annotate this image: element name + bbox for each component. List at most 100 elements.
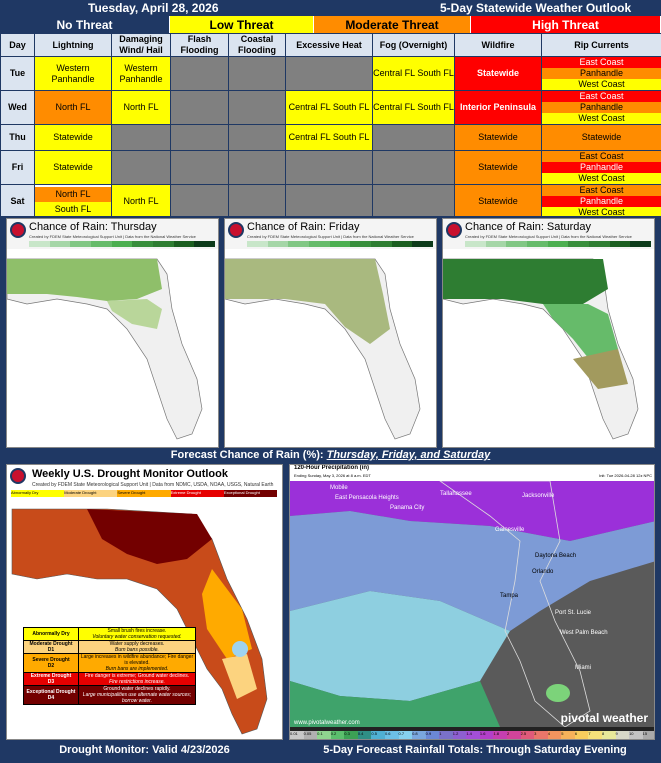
table-row: Tue Western Panhandle Western Panhandle …	[0, 56, 661, 91]
fog-cell	[372, 124, 455, 151]
coastal-cell	[228, 150, 286, 185]
col-rip-currents: Rip Currents	[541, 33, 661, 57]
heat-cell	[285, 184, 373, 219]
rain-map-title: Chance of Rain: Thursday	[29, 221, 157, 233]
rain-map-credit: Created by FDEM State Meteorological Sup…	[465, 234, 632, 239]
city-panama-city: Panama City	[390, 505, 425, 511]
table-row: Sat North FL South FL North FL Statewide…	[0, 184, 661, 219]
wildfire-cell: Statewide	[454, 124, 542, 151]
city-port-st-lucie: Port St. Lucie	[555, 610, 592, 616]
lightning-cell: Statewide	[34, 124, 112, 151]
city-orlando: Orlando	[532, 569, 554, 575]
drought-row: Extreme Drought D3 Fire danger is extreme;…	[23, 672, 196, 686]
florida-map-saturday	[443, 249, 654, 447]
rain-map-friday: Chance of Rain: Friday Created by FDEM S…	[224, 218, 437, 448]
rain-map-title: Chance of Rain: Saturday	[465, 221, 591, 233]
col-coastal-flooding: Coastal Flooding	[228, 33, 286, 57]
drought-cat-impact: Small brush fires increase. Voluntary wat…	[78, 627, 196, 641]
city-miami: Miami	[575, 665, 591, 671]
flash-cell	[170, 56, 229, 91]
drought-map	[11, 508, 268, 735]
scale-d3: Extreme Drought	[170, 490, 224, 497]
rip-east-coast: East Coast	[542, 57, 661, 68]
drought-panel: Weekly U.S. Drought Monitor Outlook Crea…	[6, 464, 283, 740]
wind-cell	[111, 150, 171, 185]
flash-cell	[170, 150, 229, 185]
table-row: Wed North FL North FL Central FL South F…	[0, 90, 661, 125]
precip-panel: 120-Hour Precipitation (in) Ending Sunda…	[289, 464, 655, 740]
flash-cell	[170, 184, 229, 219]
legend-high-threat: High Threat	[471, 16, 661, 33]
rip-cell: Statewide	[541, 124, 661, 151]
col-lightning: Lightning	[34, 33, 112, 57]
fog-cell: Central FL South FL	[372, 56, 455, 91]
rain-map-title: Chance of Rain: Friday	[247, 221, 360, 233]
fog-cell	[372, 150, 455, 185]
col-day: Day	[0, 33, 35, 57]
table-header-row: Day Lightning Damaging Wind/ Hail Flash …	[0, 33, 661, 57]
day-cell: Thu	[0, 124, 35, 151]
day-cell: Fri	[0, 150, 35, 185]
legend-low-threat: Low Threat	[170, 16, 314, 33]
city-jacksonville: Jacksonville	[522, 493, 555, 499]
precip-title: 120-Hour Precipitation (in)	[294, 465, 370, 471]
table-row: Fri Statewide Statewide East Coast Panha…	[0, 150, 661, 185]
drought-scale: Abnormally Dry Moderate Drought Severe D…	[11, 490, 278, 497]
city-east-pensacola-heights: East Pensacola Heights	[335, 495, 399, 501]
drought-cat-name: Extreme Drought D3	[23, 672, 79, 686]
wind-cell	[111, 124, 171, 151]
city-mobile: Mobile	[330, 485, 348, 491]
precip-subtitle: Ending Sunday, May 3, 2026 at 8 a.m. EDT	[294, 473, 371, 478]
coastal-cell	[228, 184, 286, 219]
day-cell: Tue	[0, 56, 35, 91]
heat-cell	[285, 150, 373, 185]
day-cell: Sat	[0, 184, 35, 219]
col-fog: Fog (Overnight)	[372, 33, 455, 57]
coastal-cell	[228, 56, 286, 91]
wildfire-cell: Statewide	[454, 184, 542, 219]
rip-east-coast: East Coast	[579, 151, 624, 161]
rain-caption: Forecast Chance of Rain (%): Thursday, F…	[0, 448, 661, 462]
scale-d1: Moderate Drought	[64, 490, 118, 497]
drought-cat-impact: Ground water declines rapidly. Large muni…	[78, 685, 196, 705]
drought-cat-name: Abnormally Dry	[23, 627, 79, 641]
drought-impact-table: Abnormally Dry Small brush fires increase…	[23, 627, 196, 705]
lightning-cell: North FL South FL	[34, 184, 112, 219]
wind-cell: North FL	[111, 184, 171, 219]
lightning-cell: Statewide	[34, 150, 112, 185]
rip-east-coast: East Coast	[579, 185, 624, 195]
drought-title: Weekly U.S. Drought Monitor Outlook	[32, 468, 228, 480]
col-flash-flooding: Flash Flooding	[170, 33, 229, 57]
precip-init: Init: Tue 2026-04-28 12z NPC	[599, 473, 652, 478]
rip-cell: East Coast Panhandle West Coast	[541, 56, 661, 91]
table-row: Thu Statewide Central FL South FL Statew…	[0, 124, 661, 151]
precip-scale: 0.01 0.05 0.1 0.2 0.3 0.4 0.5 0.6 0.7 0.8 0.9 1 1.2 1…	[290, 731, 654, 739]
rip-cell: East Coast Panhandle West Coast	[541, 184, 661, 219]
rain-scale	[465, 241, 652, 247]
precip-header: 120-Hour Precipitation (in) Ending Sunda…	[290, 465, 654, 481]
wildfire-cell: Statewide	[454, 56, 542, 91]
rain-map-saturday: Chance of Rain: Saturday Created by FDEM…	[442, 218, 655, 448]
coastal-cell	[228, 90, 286, 125]
page-header: Tuesday, April 28, 2026 5-Day Statewide …	[0, 0, 661, 16]
precip-map	[290, 481, 654, 727]
precip-caption: 5-Day Forecast Rainfall Totals: Through …	[289, 742, 661, 758]
legend-moderate-threat: Moderate Threat	[314, 16, 471, 33]
fdem-seal-icon	[10, 468, 26, 484]
florida-map-thursday	[7, 249, 218, 447]
heat-cell	[285, 56, 373, 91]
lightning-cell: North FL	[34, 90, 112, 125]
rip-panhandle: Panhandle	[542, 162, 661, 173]
drought-row: Severe Drought D2 Large increases in wildf…	[23, 653, 196, 673]
drought-cat-impact: Large increases in wildfire abundance; F…	[78, 653, 196, 673]
fog-cell	[372, 184, 455, 219]
coastal-cell	[228, 124, 286, 151]
city-tampa: Tampa	[500, 593, 519, 599]
city-gainesville: Gainesville	[495, 527, 525, 533]
rip-west-coast: West Coast	[542, 113, 661, 124]
florida-map-friday	[225, 249, 436, 447]
threat-table: Day Lightning Damaging Wind/ Hail Flash …	[0, 33, 661, 219]
drought-row: Exceptional Drought D4 Ground water declin…	[23, 685, 196, 705]
wind-cell: North FL	[111, 90, 171, 125]
flash-cell	[170, 124, 229, 151]
